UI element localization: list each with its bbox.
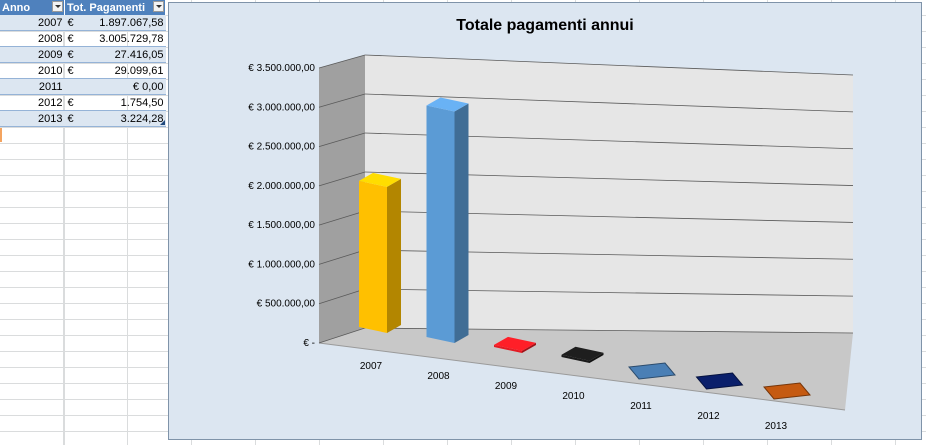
y-tick-label: € 1.000.000,00 bbox=[248, 259, 315, 270]
floor-front-edge bbox=[318, 342, 846, 411]
currency-symbol: € bbox=[67, 112, 74, 125]
bar-top-2008 bbox=[426, 97, 469, 112]
gridline-left-0 bbox=[318, 327, 366, 344]
amount-value: 1.754,50 bbox=[120, 96, 164, 109]
gridline-left-7 bbox=[318, 54, 366, 69]
amount-cell[interactable]: €3.005.729,78 bbox=[64, 30, 166, 47]
y-tick-label: € 3.500.000,00 bbox=[248, 63, 315, 74]
x-tick-label: 2007 bbox=[360, 361, 383, 372]
y-tick-label: € 1.500.000,00 bbox=[248, 220, 315, 231]
x-tick-label: 2009 bbox=[495, 381, 518, 392]
column-header-tot-pagamenti: Tot. Pagamenti bbox=[64, 0, 166, 15]
column-chart-3d: € - € 500.000,00 € 1.000.000,00 € 1.500.000… bbox=[248, 54, 854, 432]
gridline-back-7 bbox=[364, 54, 854, 76]
y-tick-label: € 2.000.000,00 bbox=[248, 181, 315, 192]
year-cell[interactable]: 2011 bbox=[0, 78, 65, 95]
amount-value: 1.897.067,58 bbox=[99, 16, 164, 29]
filter-dropdown-icon[interactable] bbox=[153, 1, 164, 12]
amount-value: 27.416,05 bbox=[114, 48, 164, 61]
year-cell[interactable]: 2010 bbox=[0, 62, 65, 79]
x-tick-label: 2012 bbox=[697, 411, 720, 422]
x-tick-label: 2011 bbox=[630, 401, 652, 412]
amount-value: 3.224,28 bbox=[120, 112, 164, 125]
bar-2013 bbox=[763, 382, 811, 400]
back-wall bbox=[365, 55, 853, 333]
bar-side-2008 bbox=[454, 103, 469, 343]
active-cell-marker bbox=[0, 128, 2, 142]
table-row: 2011 € 0,00 bbox=[0, 78, 166, 95]
floor bbox=[319, 328, 853, 410]
table-header-row: Anno Tot. Pagamenti bbox=[0, 0, 166, 15]
table-row: 2007 €1.897.067,58 bbox=[0, 15, 166, 31]
year-cell[interactable]: 2008 bbox=[0, 30, 65, 47]
y-tick-label: € 3.000.000,00 bbox=[248, 102, 315, 113]
amount-cell[interactable]: €27.416,05 bbox=[64, 46, 166, 63]
x-tick-label: 2013 bbox=[765, 421, 788, 432]
gridline-left-3 bbox=[318, 210, 366, 226]
table-row: 2009 €27.416,05 bbox=[0, 46, 166, 63]
year-cell[interactable]: 2013 bbox=[0, 110, 65, 127]
table-row: 2012 €1.754,50 bbox=[0, 94, 166, 111]
chart-area[interactable]: Totale pagamenti annui € - € 500.000,00 € … bbox=[168, 2, 922, 440]
bar-2009 bbox=[494, 344, 522, 353]
left-wall bbox=[319, 55, 365, 343]
amount-cell[interactable]: €1.754,50 bbox=[64, 94, 166, 111]
column-header-label: Anno bbox=[2, 1, 31, 14]
amount-value: € 0,00 bbox=[132, 80, 164, 93]
currency-symbol: € bbox=[67, 16, 74, 29]
bar-side-2009 bbox=[522, 342, 536, 353]
currency-symbol: € bbox=[67, 32, 74, 45]
bar-side-2010 bbox=[589, 352, 604, 363]
gridline-left-5 bbox=[318, 132, 366, 147]
payments-table: Anno Tot. Pagamenti 2007 €1.897.067,58 200… bbox=[0, 0, 166, 127]
bar-2008 bbox=[426, 105, 455, 343]
y-tick-label: € - bbox=[303, 338, 315, 349]
y-tick-label: € 500.000,00 bbox=[257, 299, 316, 310]
amount-value: 29.099,61 bbox=[114, 64, 164, 77]
x-tick-label: 2008 bbox=[427, 371, 450, 382]
column-header-anno: Anno bbox=[0, 0, 65, 15]
bar-2007 bbox=[359, 180, 387, 333]
bar-2011 bbox=[628, 362, 676, 380]
gridline-left-4 bbox=[318, 171, 366, 187]
amount-cell[interactable]: € 0,00 bbox=[64, 78, 166, 95]
bar-2012 bbox=[695, 372, 744, 390]
table-row: 2010 €29.099,61 bbox=[0, 62, 166, 79]
table-row: 2013 €3.224,28 bbox=[0, 110, 166, 127]
bar-2010 bbox=[561, 354, 590, 363]
amount-cell[interactable]: €29.099,61 bbox=[64, 62, 166, 79]
bar-top-2010 bbox=[561, 346, 604, 361]
currency-symbol: € bbox=[67, 64, 74, 77]
currency-symbol: € bbox=[67, 48, 74, 61]
gridline-left-6 bbox=[318, 93, 366, 108]
table-resize-handle[interactable] bbox=[160, 120, 165, 125]
currency-symbol: € bbox=[67, 96, 74, 109]
filter-dropdown-icon[interactable] bbox=[52, 1, 63, 12]
year-cell[interactable]: 2009 bbox=[0, 46, 65, 63]
amount-cell[interactable]: €3.224,28 bbox=[64, 110, 166, 127]
bar-top-2009 bbox=[494, 336, 536, 351]
bar-top-2007 bbox=[359, 172, 401, 187]
year-cell[interactable]: 2012 bbox=[0, 94, 65, 111]
gridline-left-1 bbox=[318, 288, 366, 305]
amount-value: 3.005.729,78 bbox=[99, 32, 164, 45]
year-cell[interactable]: 2007 bbox=[0, 15, 65, 31]
column-header-label: Tot. Pagamenti bbox=[67, 1, 146, 14]
amount-cell[interactable]: €1.897.067,58 bbox=[64, 15, 166, 31]
table-row: 2008 €3.005.729,78 bbox=[0, 30, 166, 47]
y-tick-label: € 2.500.000,00 bbox=[248, 142, 315, 153]
gridline-back-6 bbox=[364, 93, 854, 113]
x-tick-label: 2010 bbox=[562, 391, 585, 402]
chart-title: Totale pagamenti annui bbox=[456, 17, 634, 34]
bar-side-2007 bbox=[387, 178, 401, 333]
gridline-left-2 bbox=[318, 249, 366, 265]
